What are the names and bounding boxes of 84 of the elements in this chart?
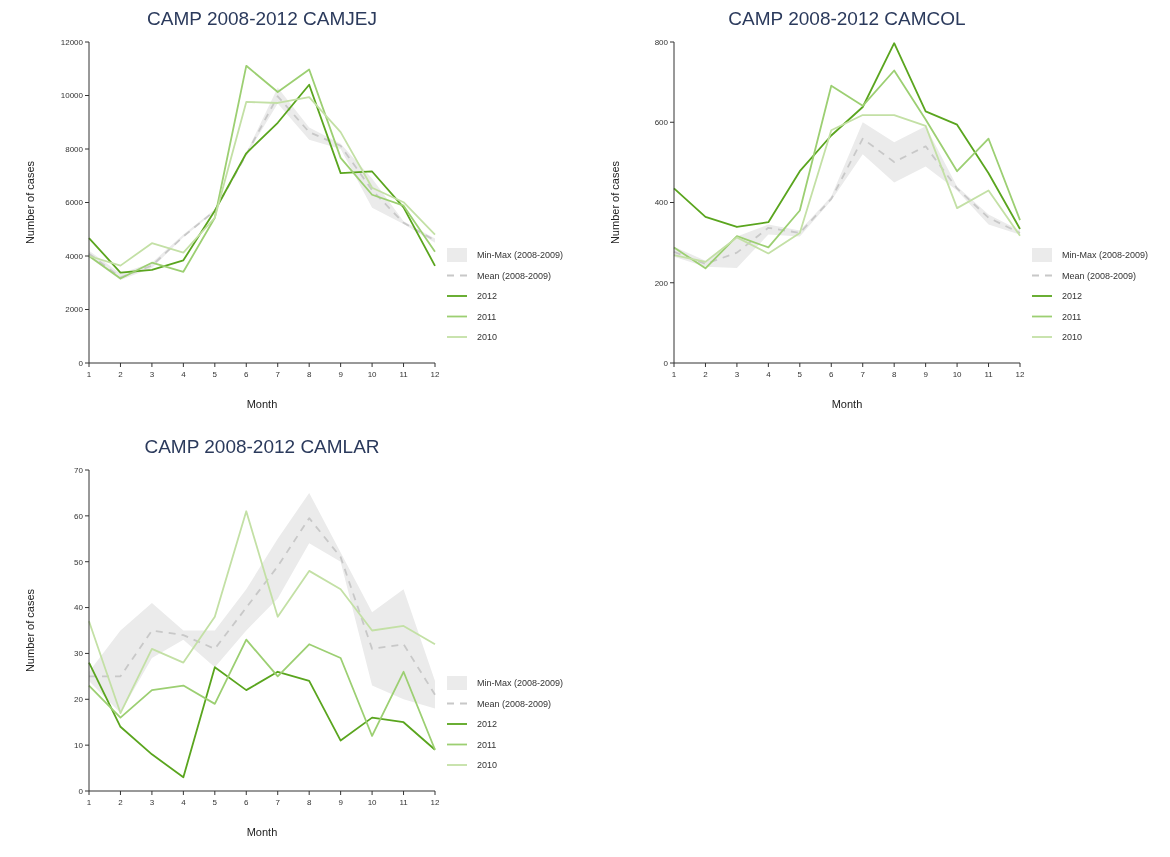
y-tick-label: 10000	[60, 91, 84, 101]
legend-label: Mean (2008-2009)	[1062, 270, 1137, 281]
y-tick-label: 12000	[60, 37, 84, 47]
x-tick-label: 9	[338, 798, 344, 807]
x-tick-label: 5	[797, 370, 803, 379]
x-tick-label: 11	[399, 370, 409, 379]
x-tick-label: 12	[430, 370, 440, 379]
legend-label: Mean (2008-2009)	[477, 270, 552, 281]
x-tick-label: 2	[118, 370, 124, 379]
legend-label: 2010	[477, 332, 498, 343]
text: Min-Max (2008-2009)	[477, 678, 564, 689]
legend-label: 2012	[477, 719, 498, 730]
x-tick-label: 12	[1015, 370, 1025, 379]
line-series	[88, 638, 436, 751]
text: Min-Max (2008-2009)	[1062, 250, 1149, 261]
y-tick-label: 0	[663, 358, 669, 368]
legend-label: 2010	[477, 760, 498, 771]
x-tick-label: 8	[306, 798, 312, 807]
x-tick-label: 1	[86, 370, 92, 379]
x-tick-label: 8	[891, 370, 897, 379]
x-tick-label: 4	[181, 798, 187, 807]
y-axis-title: Number of cases	[24, 588, 36, 673]
y-tick-label: 50	[74, 557, 84, 567]
y-tick-label: 800	[654, 37, 669, 47]
x-tick-label: 6	[244, 798, 250, 807]
y-tick-label: 40	[74, 603, 84, 613]
line-series	[673, 69, 1021, 270]
x-axis-title: Month	[246, 826, 278, 838]
x-tick-label: 9	[338, 370, 344, 379]
x-tick-label: 12	[430, 798, 440, 807]
y-tick-label: 2000	[65, 305, 84, 315]
y-tick-label: 70	[74, 465, 84, 475]
legend-label: Mean (2008-2009)	[477, 698, 552, 709]
line-series	[673, 42, 1021, 230]
x-tick-label: 8	[306, 370, 312, 379]
x-tick-label: 10	[367, 370, 378, 379]
x-tick-label: 2	[703, 370, 709, 379]
y-tick-label: 10	[74, 740, 84, 750]
y-tick-label: 600	[654, 118, 669, 128]
text: Min-Max (2008-2009)	[477, 250, 564, 261]
legend-label: 2012	[477, 291, 498, 302]
legend-label: 2010	[1062, 332, 1083, 343]
chart-title: CAMP 2008-2012 CAMCOL	[728, 8, 966, 29]
y-tick-label: 30	[74, 649, 84, 659]
x-tick-label: 7	[275, 370, 281, 379]
y-tick-label: 0	[78, 358, 84, 368]
x-tick-label: 6	[829, 370, 835, 379]
chart-title: CAMP 2008-2012 CAMJEJ	[147, 8, 377, 29]
y-tick-label: 20	[74, 695, 84, 705]
x-tick-label: 7	[275, 798, 281, 807]
chart-title: CAMP 2008-2012 CAMLAR	[144, 436, 380, 457]
line-series	[88, 661, 436, 779]
x-tick-label: 2	[118, 798, 124, 807]
y-tick-label: 60	[74, 511, 84, 521]
x-tick-label: 9	[923, 370, 929, 379]
y-tick-label: 6000	[65, 198, 84, 208]
y-tick-label: 200	[654, 278, 669, 288]
x-tick-label: 10	[952, 370, 963, 379]
x-tick-label: 3	[149, 798, 155, 807]
x-tick-label: 7	[860, 370, 866, 379]
x-tick-label: 3	[149, 370, 155, 379]
y-tick-label: 0	[78, 786, 84, 796]
y-tick-label: 400	[654, 198, 669, 208]
x-tick-label: 10	[367, 798, 378, 807]
legend-label: 2012	[1062, 291, 1083, 302]
x-tick-label: 4	[181, 370, 187, 379]
legend-label: 2011	[477, 311, 497, 322]
x-axis-title: Month	[831, 398, 863, 410]
x-tick-label: 4	[766, 370, 772, 379]
x-tick-label: 6	[244, 370, 250, 379]
legend-label: 2011	[477, 739, 497, 750]
legend-label: 2011	[1062, 311, 1082, 322]
y-axis-title: Number of cases	[609, 160, 621, 245]
x-tick-label: 1	[86, 798, 92, 807]
x-tick-label: 3	[734, 370, 740, 379]
x-tick-label: 5	[212, 370, 218, 379]
x-tick-label: 11	[984, 370, 994, 379]
x-tick-label: 5	[212, 798, 218, 807]
x-axis-title: Month	[246, 398, 278, 410]
y-axis-title: Number of cases	[24, 160, 36, 245]
y-tick-label: 4000	[65, 251, 84, 261]
x-tick-label: 11	[399, 798, 409, 807]
x-tick-label: 1	[671, 370, 677, 379]
y-tick-label: 8000	[65, 144, 84, 154]
